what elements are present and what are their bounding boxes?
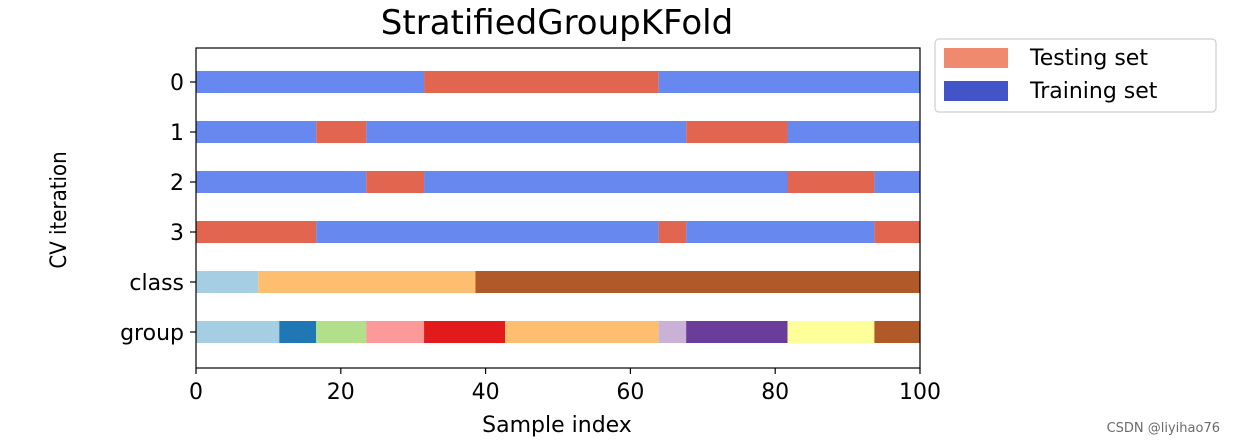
y-tick-label-class: class [129, 271, 184, 296]
x-tick-label-0: 0 [189, 380, 203, 405]
bar-segment-0-0 [196, 71, 425, 93]
bar-segment-class-1 [258, 271, 476, 293]
bar-segment-2-3 [787, 171, 875, 193]
legend-swatch-training [944, 81, 1008, 101]
bar-segment-class-2 [475, 271, 920, 293]
y-ticks: 0 1 2 3 class group [120, 71, 196, 346]
bar-segment-1-0 [196, 121, 317, 143]
x-tick-label-100: 100 [899, 380, 941, 405]
bar-segment-group-8 [787, 321, 875, 343]
bar-segment-2-2 [424, 171, 788, 193]
x-axis-label: Sample index [482, 413, 632, 438]
x-tick-label-20: 20 [327, 380, 355, 405]
legend-swatch-testing [944, 48, 1008, 68]
bar-segment-3-2 [658, 221, 687, 243]
bar-segment-group-4 [424, 321, 506, 343]
x-ticks: 0 20 40 60 80 100 [189, 368, 941, 405]
bar-segment-group-7 [686, 321, 788, 343]
bar-segment-group-1 [279, 321, 317, 343]
bar-segment-0-1 [424, 71, 659, 93]
bar-segment-2-1 [366, 171, 425, 193]
watermark: CSDN @liyihao76 [1106, 421, 1220, 436]
bar-segment-3-4 [874, 221, 920, 243]
legend-label-training: Training set [1029, 79, 1158, 104]
bar-segment-group-5 [505, 321, 659, 343]
legend: Testing set Training set [934, 38, 1217, 113]
y-tick-label-3: 3 [170, 221, 184, 246]
y-tick-label-0: 0 [170, 71, 184, 96]
bar-segment-group-3 [366, 321, 425, 343]
bar-segment-1-1 [316, 121, 367, 143]
bars-layer [196, 71, 920, 343]
x-tick-label-80: 80 [761, 380, 789, 405]
y-tick-label-1: 1 [170, 121, 184, 146]
y-tick-label-2: 2 [170, 171, 184, 196]
chart-title: StratifiedGroupKFold [381, 3, 733, 43]
y-axis-label: CV iteration [47, 151, 72, 268]
bar-segment-1-2 [366, 121, 687, 143]
bar-segment-group-6 [658, 321, 687, 343]
bar-segment-3-3 [686, 221, 875, 243]
legend-label-testing: Testing set [1029, 46, 1148, 71]
bar-segment-2-0 [196, 171, 367, 193]
bar-segment-1-4 [787, 121, 920, 143]
bar-segment-3-0 [196, 221, 317, 243]
x-tick-label-60: 60 [616, 380, 644, 405]
bar-segment-group-9 [874, 321, 920, 343]
bar-segment-class-0 [196, 271, 259, 293]
plot-frame [195, 47, 921, 369]
bar-segment-3-1 [316, 221, 659, 243]
y-tick-label-group: group [120, 321, 184, 346]
bar-segment-0-2 [658, 71, 920, 93]
bar-segment-1-3 [686, 121, 788, 143]
bar-segment-group-2 [316, 321, 367, 343]
bar-segment-2-4 [874, 171, 920, 193]
bar-segment-group-0 [196, 321, 280, 343]
x-tick-label-40: 40 [472, 380, 500, 405]
